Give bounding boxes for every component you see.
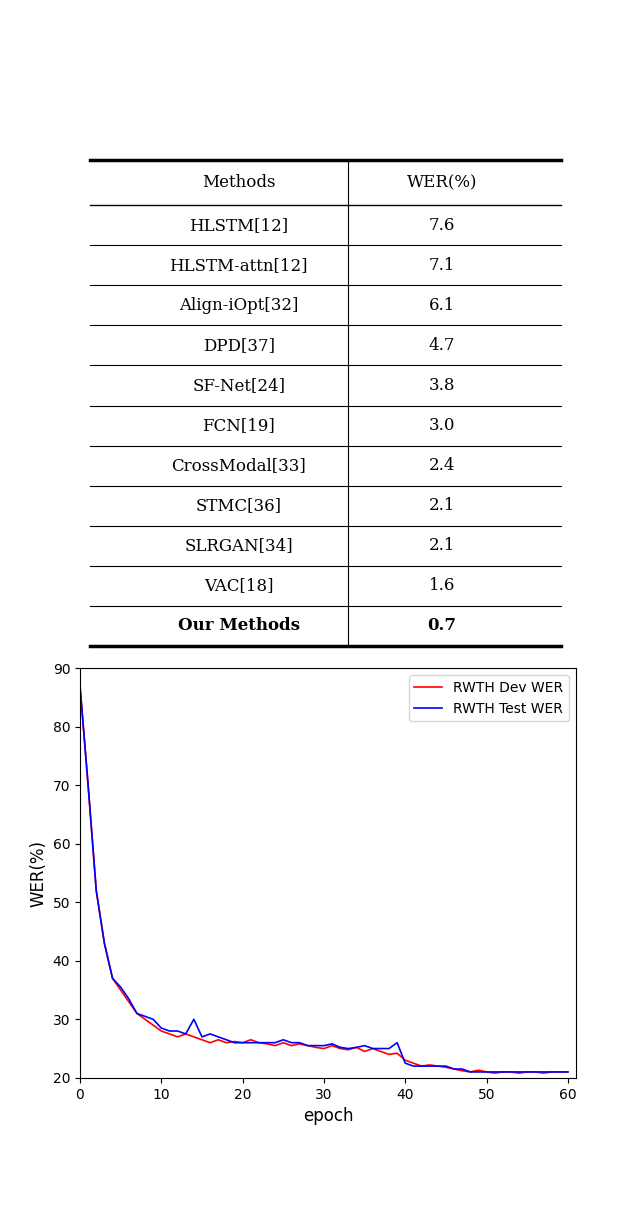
RWTH Dev WER [564, 1064, 572, 1079]
RWTH Test WER [467, 1064, 474, 1079]
Text: 0.7: 0.7 [428, 618, 456, 635]
Text: 3.0: 3.0 [429, 417, 455, 434]
Text: SLRGAN[34]: SLRGAN[34] [184, 538, 293, 555]
Text: Methods: Methods [202, 174, 275, 191]
Text: 2.4: 2.4 [429, 457, 455, 474]
RWTH Test WER [76, 678, 84, 693]
RWTH Dev WER [247, 1033, 255, 1048]
Text: SF-Net[24]: SF-Net[24] [192, 377, 285, 394]
Text: HLSTM[12]: HLSTM[12] [189, 217, 288, 234]
Text: HLSTM-attn[12]: HLSTM-attn[12] [170, 257, 308, 274]
Text: 7.6: 7.6 [429, 217, 455, 234]
RWTH Test WER [190, 1012, 198, 1027]
Text: 1.6: 1.6 [429, 578, 455, 595]
Text: FCN[19]: FCN[19] [202, 417, 275, 434]
Text: Our Methods: Our Methods [178, 618, 300, 635]
RWTH Dev WER [76, 678, 84, 693]
Legend: RWTH Dev WER, RWTH Test WER: RWTH Dev WER, RWTH Test WER [409, 676, 569, 722]
Text: 2.1: 2.1 [429, 538, 455, 555]
Text: VAC[18]: VAC[18] [204, 578, 273, 595]
Text: DPD[37]: DPD[37] [203, 337, 275, 354]
Text: STMC[36]: STMC[36] [196, 497, 282, 515]
Line: RWTH Dev WER: RWTH Dev WER [80, 685, 568, 1073]
RWTH Dev WER [507, 1064, 515, 1079]
Text: 3.8: 3.8 [429, 377, 455, 394]
RWTH Test WER [337, 1040, 344, 1055]
Y-axis label: WER(%): WER(%) [29, 839, 47, 907]
Text: 2.1: 2.1 [429, 497, 455, 515]
Text: WER(%): WER(%) [407, 174, 477, 191]
RWTH Test WER [564, 1064, 572, 1079]
Text: CrossModal[33]: CrossModal[33] [172, 457, 306, 474]
RWTH Test WER [173, 1023, 181, 1038]
RWTH Dev WER [369, 1041, 376, 1056]
Line: RWTH Test WER: RWTH Test WER [80, 685, 568, 1072]
Text: Align-iOpt[32]: Align-iOpt[32] [179, 297, 298, 314]
Text: 4.7: 4.7 [429, 337, 455, 354]
X-axis label: epoch: epoch [303, 1107, 353, 1125]
Text: 7.1: 7.1 [429, 257, 455, 274]
Text: 6.1: 6.1 [429, 297, 455, 314]
RWTH Test WER [369, 1041, 376, 1056]
RWTH Dev WER [491, 1066, 499, 1080]
RWTH Dev WER [337, 1041, 344, 1056]
RWTH Test WER [247, 1035, 255, 1050]
RWTH Test WER [507, 1064, 515, 1079]
RWTH Dev WER [173, 1029, 181, 1044]
RWTH Dev WER [190, 1029, 198, 1044]
